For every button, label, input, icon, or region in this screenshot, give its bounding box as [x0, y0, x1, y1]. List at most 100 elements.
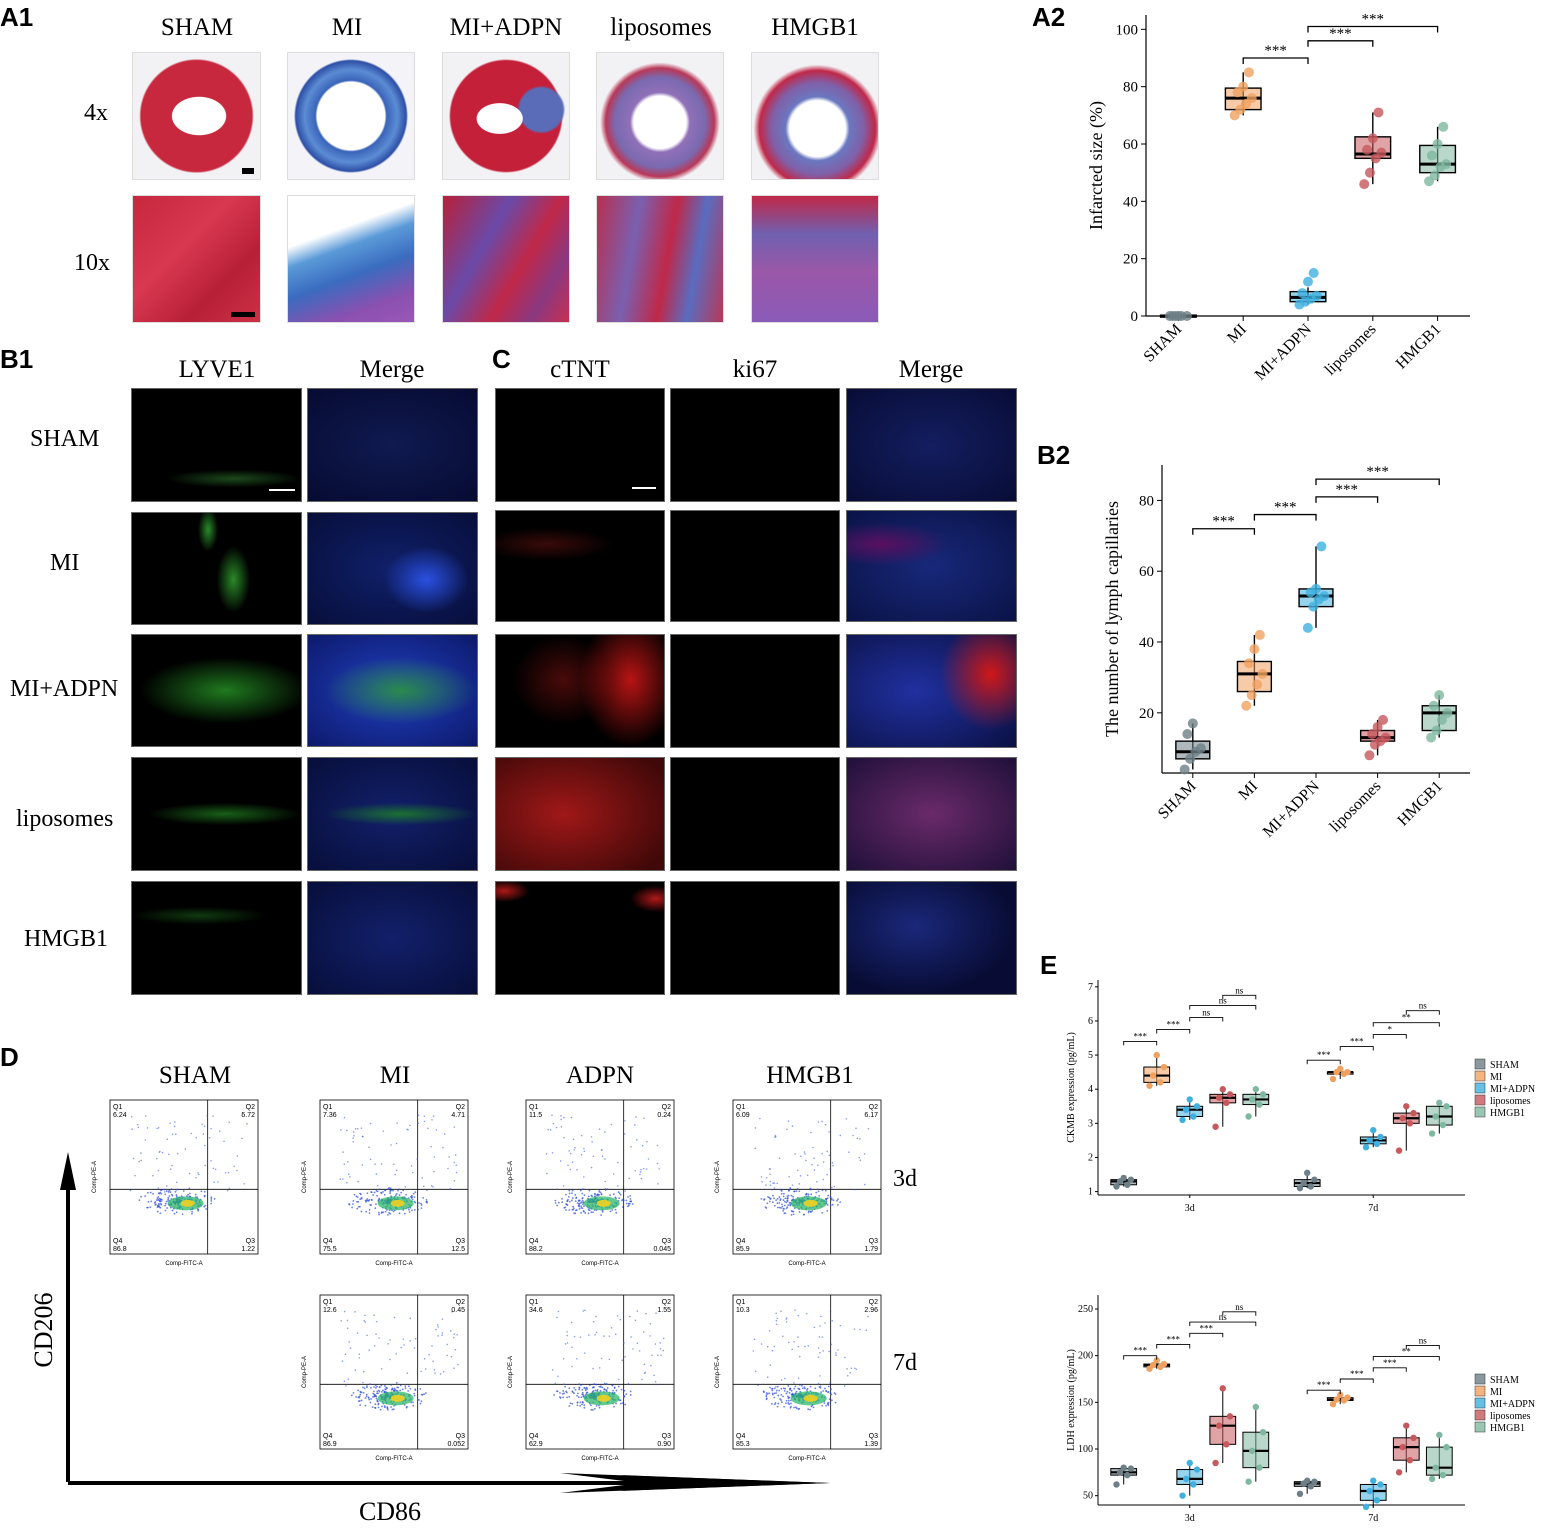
event-dot: [362, 1381, 364, 1384]
event-dot: [572, 1207, 575, 1210]
event-dot: [846, 1374, 849, 1377]
y-tick-label: 5: [1088, 1050, 1093, 1061]
event-dot: [604, 1180, 606, 1183]
q1-label: Q1: [736, 1299, 745, 1306]
data-point: [1254, 629, 1265, 640]
event-dot: [827, 1194, 830, 1197]
event-dot: [769, 1386, 771, 1389]
event-dot: [441, 1334, 443, 1336]
event-dot: [769, 1184, 772, 1186]
event-dot: [170, 1188, 173, 1191]
event-dot: [797, 1377, 800, 1379]
event-dot: [384, 1385, 386, 1387]
event-dot: [356, 1127, 359, 1130]
event-dot: [774, 1402, 777, 1404]
event-dot: [413, 1392, 416, 1395]
bracket-line: [1372, 1367, 1407, 1372]
density-peak: [180, 1199, 195, 1207]
event-dot: [137, 1126, 140, 1129]
event-dot: [603, 1335, 605, 1337]
event-dot: [144, 1195, 147, 1198]
event-dot: [771, 1188, 773, 1191]
bracket-line: [1307, 40, 1374, 47]
q3-label: Q3: [869, 1238, 878, 1245]
event-dot: [765, 1397, 768, 1400]
a1-image-liposomes-10x: [596, 195, 724, 323]
event-dot: [771, 1349, 774, 1352]
event-dot: [579, 1336, 582, 1338]
event-dot: [393, 1389, 396, 1392]
data-point: [1428, 700, 1439, 711]
data-point: [1215, 1422, 1223, 1429]
event-dot: [594, 1193, 597, 1196]
event-dot: [624, 1120, 626, 1122]
event-dot: [156, 1210, 159, 1213]
event-dot: [614, 1208, 617, 1211]
event-dot: [579, 1401, 582, 1404]
event-dot: [843, 1385, 846, 1387]
event-dot: [766, 1376, 769, 1379]
d-time-7d: 7d: [893, 1350, 917, 1376]
q4-value: 62.9: [529, 1441, 543, 1448]
event-dot: [580, 1134, 583, 1137]
event-dot: [138, 1160, 141, 1163]
event-dot: [622, 1389, 625, 1392]
event-dot: [806, 1174, 809, 1176]
event-dot: [138, 1199, 141, 1202]
event-dot: [559, 1160, 562, 1162]
event-dot: [446, 1343, 449, 1346]
event-dot: [600, 1214, 603, 1216]
data-point: [1373, 1140, 1381, 1148]
data-point: [1337, 1065, 1344, 1072]
event-dot: [561, 1197, 563, 1200]
event-dot: [202, 1133, 205, 1135]
event-dot: [797, 1408, 800, 1410]
significance-bracket: ***: [1189, 1323, 1224, 1338]
event-dot: [566, 1342, 569, 1344]
data-point: [1182, 1475, 1190, 1483]
q2-value: 1.55: [657, 1307, 671, 1314]
event-dot: [224, 1171, 227, 1174]
event-dot: [233, 1165, 235, 1168]
data-point: [1243, 658, 1254, 669]
event-dot: [821, 1120, 823, 1123]
q2-value: 0.24: [657, 1112, 671, 1119]
event-dot: [397, 1189, 399, 1192]
data-point: [1311, 290, 1322, 301]
box-3d-sham: [1110, 1464, 1138, 1488]
event-dot: [583, 1194, 586, 1197]
significance-label: ns: [1219, 1312, 1228, 1322]
event-dot: [570, 1321, 573, 1324]
data-point: [1157, 1079, 1164, 1086]
data-point: [1410, 1434, 1417, 1441]
cd86-arrowhead-2: [620, 1475, 830, 1491]
event-dot: [815, 1191, 818, 1194]
cd206-arrowhead: [60, 1152, 76, 1190]
event-dot: [377, 1389, 380, 1392]
density-peak: [390, 1199, 405, 1207]
event-dot: [171, 1133, 174, 1136]
q3-label: Q3: [662, 1238, 671, 1245]
event-dot: [641, 1144, 644, 1147]
event-dot: [383, 1391, 386, 1394]
data-point: [1160, 1360, 1168, 1368]
event-dot: [409, 1317, 412, 1320]
box-3d-mi: [1143, 1357, 1171, 1372]
q4-label: Q4: [529, 1433, 538, 1440]
event-dot: [398, 1212, 401, 1215]
event-dot: [364, 1404, 367, 1407]
event-dot: [643, 1372, 646, 1374]
q4-label: Q4: [529, 1238, 538, 1245]
event-dot: [167, 1153, 170, 1156]
event-dot: [654, 1343, 657, 1345]
event-dot: [580, 1396, 583, 1399]
event-dot: [845, 1118, 848, 1120]
event-dot: [160, 1203, 163, 1206]
event-dot: [824, 1387, 826, 1390]
event-dot: [812, 1406, 815, 1409]
flow-plot-sham-3d: Q16.24Q25.72Q486.8Q31.22Comp-FITC-AComp-…: [92, 1099, 259, 1267]
event-dot: [582, 1310, 585, 1312]
event-dot: [594, 1333, 596, 1336]
c-image-mi-merge: [846, 510, 1017, 622]
data-point: [1116, 1469, 1124, 1476]
